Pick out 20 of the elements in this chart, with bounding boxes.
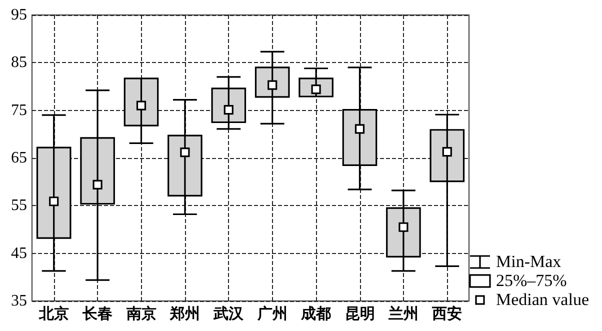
y-tick-label: 35 <box>11 292 27 310</box>
x-tick-label: 长春 <box>82 306 113 322</box>
x-tick-label: 西安 <box>431 304 462 322</box>
x-tick-label: 广州 <box>256 304 288 322</box>
y-tick-label: 75 <box>11 102 27 119</box>
y-tick-label: 95 <box>11 6 27 24</box>
x-tick-label: 武汉 <box>212 306 245 322</box>
text: Min-Max <box>496 252 562 271</box>
x-tick-label: 成都 <box>300 306 332 322</box>
x-tick-label: 北京 <box>38 304 69 322</box>
text: 25%–75% <box>496 271 567 290</box>
text: Median value <box>496 290 589 309</box>
y-tick-label: 45 <box>11 244 27 262</box>
y-tick-label: 85 <box>11 54 27 72</box>
x-tick-label: 郑州 <box>168 306 200 322</box>
x-tick-label: 南京 <box>125 304 156 322</box>
y-tick-label: 55 <box>11 197 27 214</box>
x-tick-label: 兰州 <box>387 306 418 322</box>
x-tick-label: 昆明 <box>344 306 375 322</box>
y-tick-label: 65 <box>11 150 27 166</box>
